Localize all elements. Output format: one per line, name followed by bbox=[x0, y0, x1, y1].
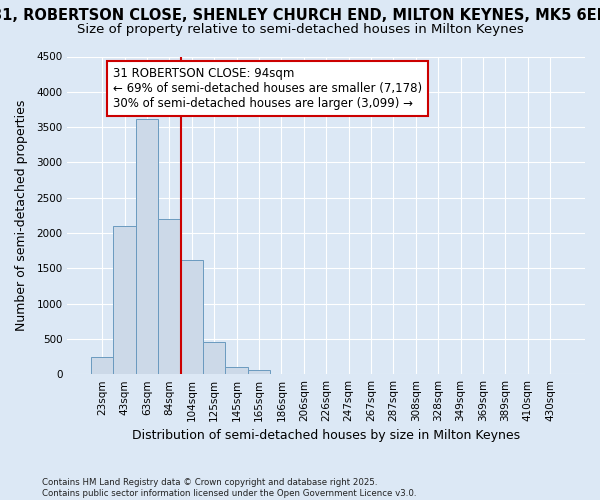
Bar bbox=[203, 342, 226, 374]
Bar bbox=[248, 370, 270, 374]
Bar bbox=[136, 118, 158, 374]
Text: 31, ROBERTSON CLOSE, SHENLEY CHURCH END, MILTON KEYNES, MK5 6EB: 31, ROBERTSON CLOSE, SHENLEY CHURCH END,… bbox=[0, 8, 600, 22]
Bar bbox=[226, 367, 248, 374]
Y-axis label: Number of semi-detached properties: Number of semi-detached properties bbox=[15, 100, 28, 331]
Text: Size of property relative to semi-detached houses in Milton Keynes: Size of property relative to semi-detach… bbox=[77, 22, 523, 36]
Bar bbox=[91, 356, 113, 374]
Text: 31 ROBERTSON CLOSE: 94sqm
← 69% of semi-detached houses are smaller (7,178)
30% : 31 ROBERTSON CLOSE: 94sqm ← 69% of semi-… bbox=[113, 67, 422, 110]
X-axis label: Distribution of semi-detached houses by size in Milton Keynes: Distribution of semi-detached houses by … bbox=[132, 430, 520, 442]
Bar bbox=[158, 219, 181, 374]
Text: Contains HM Land Registry data © Crown copyright and database right 2025.
Contai: Contains HM Land Registry data © Crown c… bbox=[42, 478, 416, 498]
Bar bbox=[113, 226, 136, 374]
Bar bbox=[181, 260, 203, 374]
